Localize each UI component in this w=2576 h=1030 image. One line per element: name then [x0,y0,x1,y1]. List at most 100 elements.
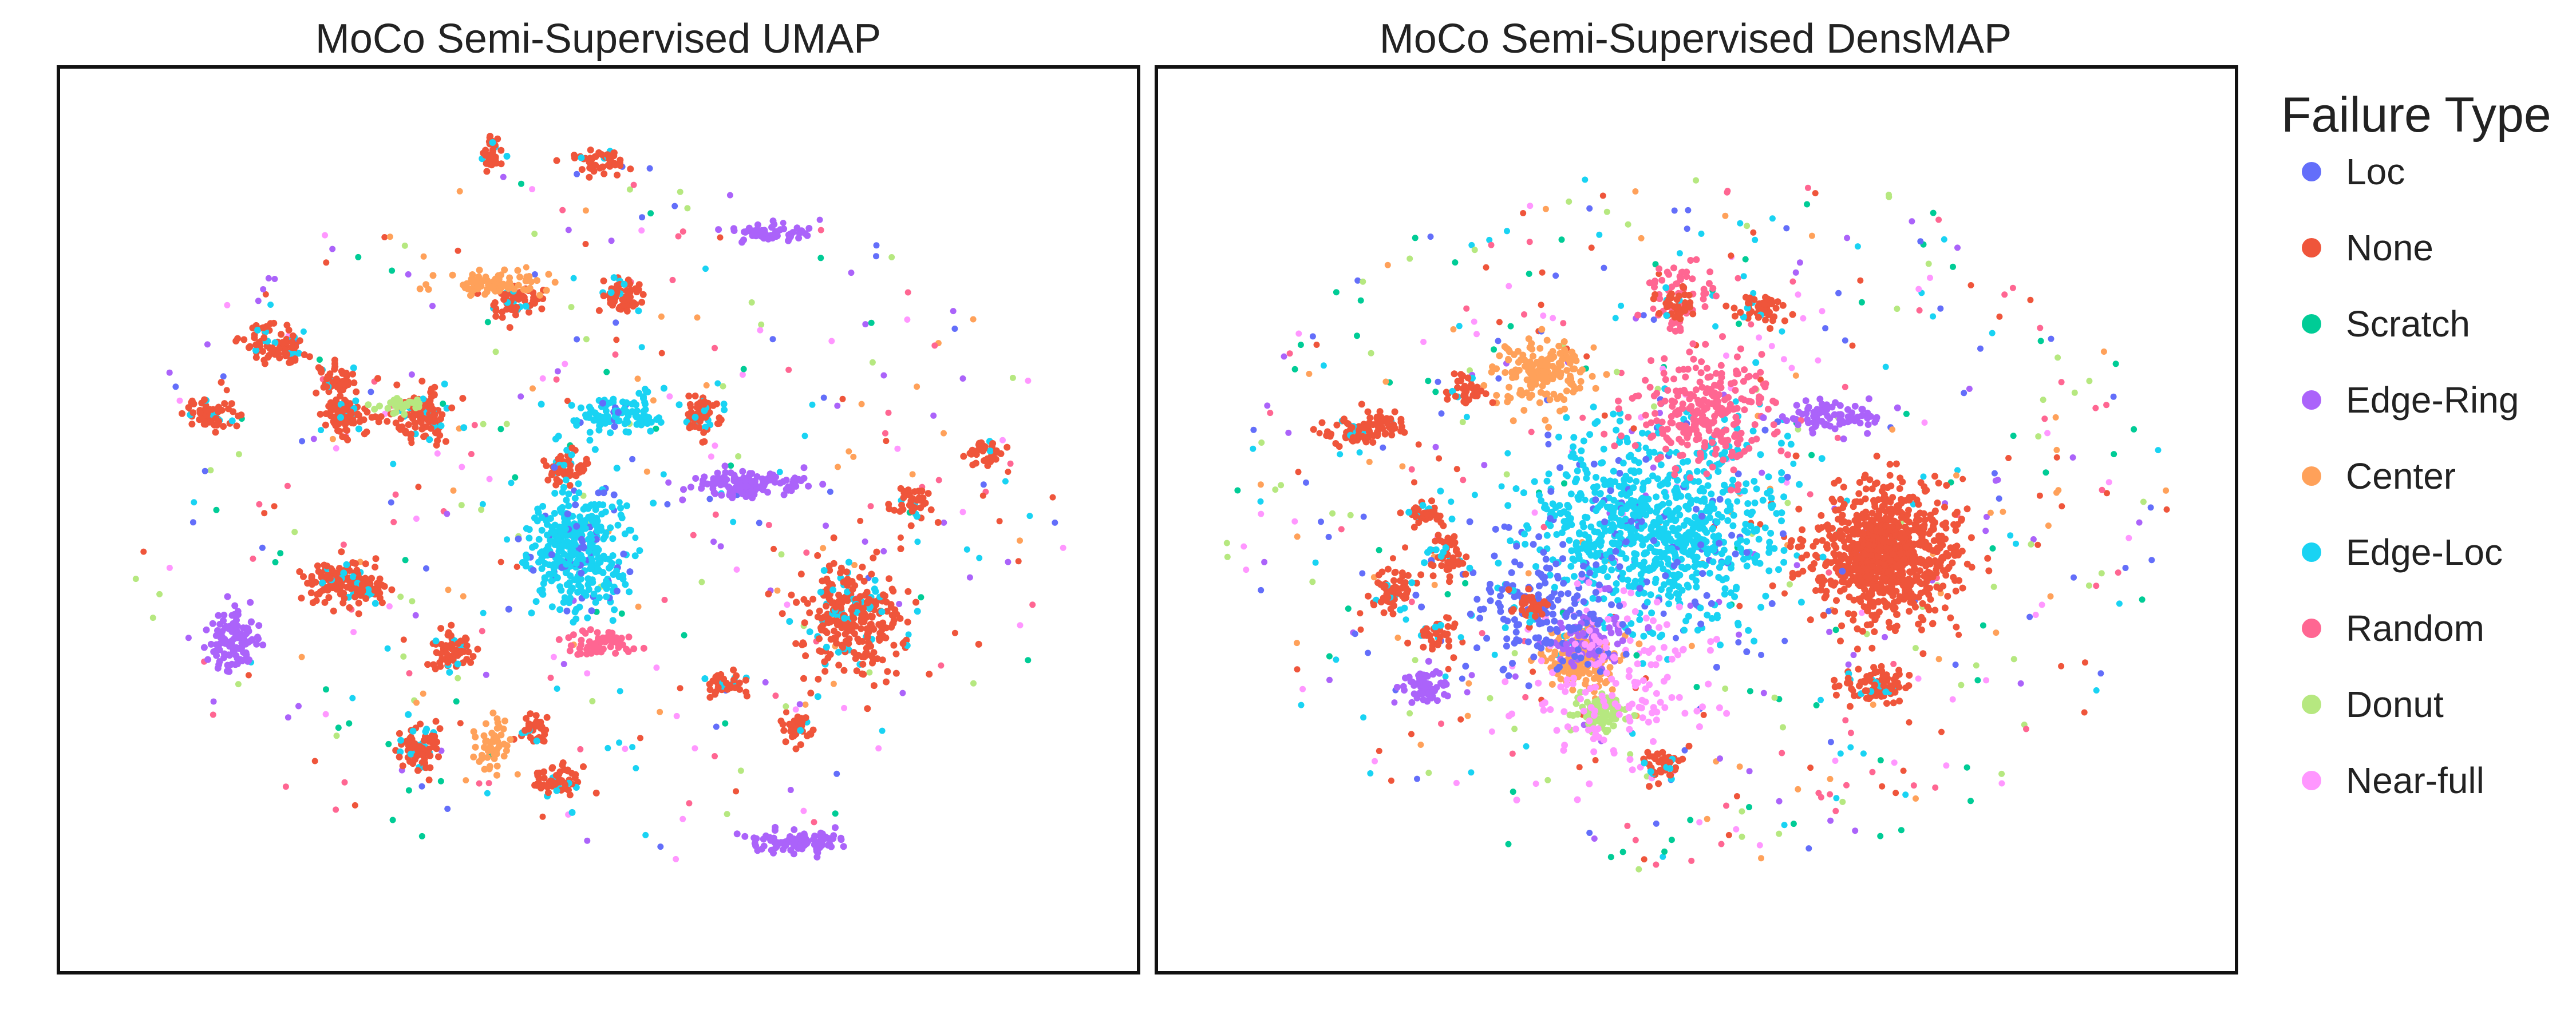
point-edge-loc [489,139,496,146]
point-edge-loc [1740,273,1747,280]
point-edge-ring [230,620,237,627]
point-edge-loc [577,584,584,591]
point-none [981,445,988,453]
point-none [1896,593,1903,600]
point-edge-ring [733,830,741,838]
point-none [1357,626,1364,633]
point-center [493,762,501,770]
point-edge-loc [546,561,553,569]
point-none [1836,527,1844,534]
point-center [481,291,489,298]
point-edge-loc [820,567,828,574]
point-none [888,624,895,631]
point-scratch [1736,320,1742,327]
point-near-full [1800,315,1807,322]
point-none [1910,593,1918,600]
point-scratch [647,210,654,217]
point-none [875,635,883,642]
point-none [1846,533,1853,541]
point-loc [1365,649,1372,656]
point-none [830,560,837,567]
point-donut [1784,500,1791,506]
point-none [261,360,268,367]
point-none [527,710,534,718]
point-random [1653,861,1660,868]
point-none [613,336,620,343]
point-none [346,604,353,611]
point-center [329,435,336,442]
point-random [547,675,554,681]
point-none [1914,573,1921,580]
point-donut [1425,770,1432,777]
point-scratch [277,550,284,557]
point-none [1408,731,1415,738]
point-donut [737,767,744,774]
point-center [703,382,710,389]
point-none [814,552,821,559]
point-none [448,621,455,629]
point-none [900,494,907,501]
point-edge-loc [1714,468,1722,475]
point-edge-ring [764,475,772,482]
point-none [723,679,730,687]
point-edge-loc [570,275,577,282]
point-edge-loc [2013,540,2019,547]
point-none [289,338,296,346]
point-center [511,286,518,293]
point-none [1888,583,1895,591]
point-none [414,767,421,774]
point-center [429,272,437,279]
point-none [400,636,407,643]
point-none [716,420,722,427]
point-none [1925,568,1932,576]
point-edge-ring [783,841,789,849]
point-loc [629,455,636,462]
point-edge-loc [660,471,667,478]
point-random [661,596,668,603]
point-edge-loc [437,422,445,430]
point-none [1733,793,1740,799]
point-none [388,586,396,593]
point-none [538,305,546,312]
point-random [640,644,647,652]
point-near-full [1832,758,1839,764]
point-none [358,581,366,588]
point-none [2034,541,2041,548]
point-none [835,661,843,669]
point-none [1837,496,1844,503]
point-none [1826,532,1834,540]
point-random [1932,784,1939,791]
point-none [438,641,445,648]
point-donut [1776,830,1783,837]
point-center [524,286,532,293]
point-edge-loc [976,554,983,561]
point-edge-ring [816,216,823,223]
point-none [435,753,442,760]
point-edge-loc [575,489,583,497]
point-none [342,370,350,377]
point-scratch [1967,798,1974,805]
point-none [699,438,706,446]
point-none [1838,622,1846,629]
point-none [1838,578,1846,585]
point-none [427,402,434,409]
point-none [918,488,926,495]
point-edge-loc [616,499,623,506]
point-none [1877,529,1884,536]
point-donut [397,593,404,600]
point-donut [1511,726,1518,732]
point-donut [684,205,691,212]
point-none [211,421,218,429]
point-donut [458,502,465,509]
point-random [885,409,892,416]
point-edge-ring [1264,402,1271,409]
point-none [686,424,693,431]
point-random [1688,857,1695,864]
point-none [2058,663,2065,670]
point-none [1769,582,1776,589]
point-scratch [1462,580,1469,587]
point-loc [1552,272,1559,279]
point-loc [620,550,627,558]
point-near-full [875,745,882,752]
point-edge-loc [528,609,535,617]
